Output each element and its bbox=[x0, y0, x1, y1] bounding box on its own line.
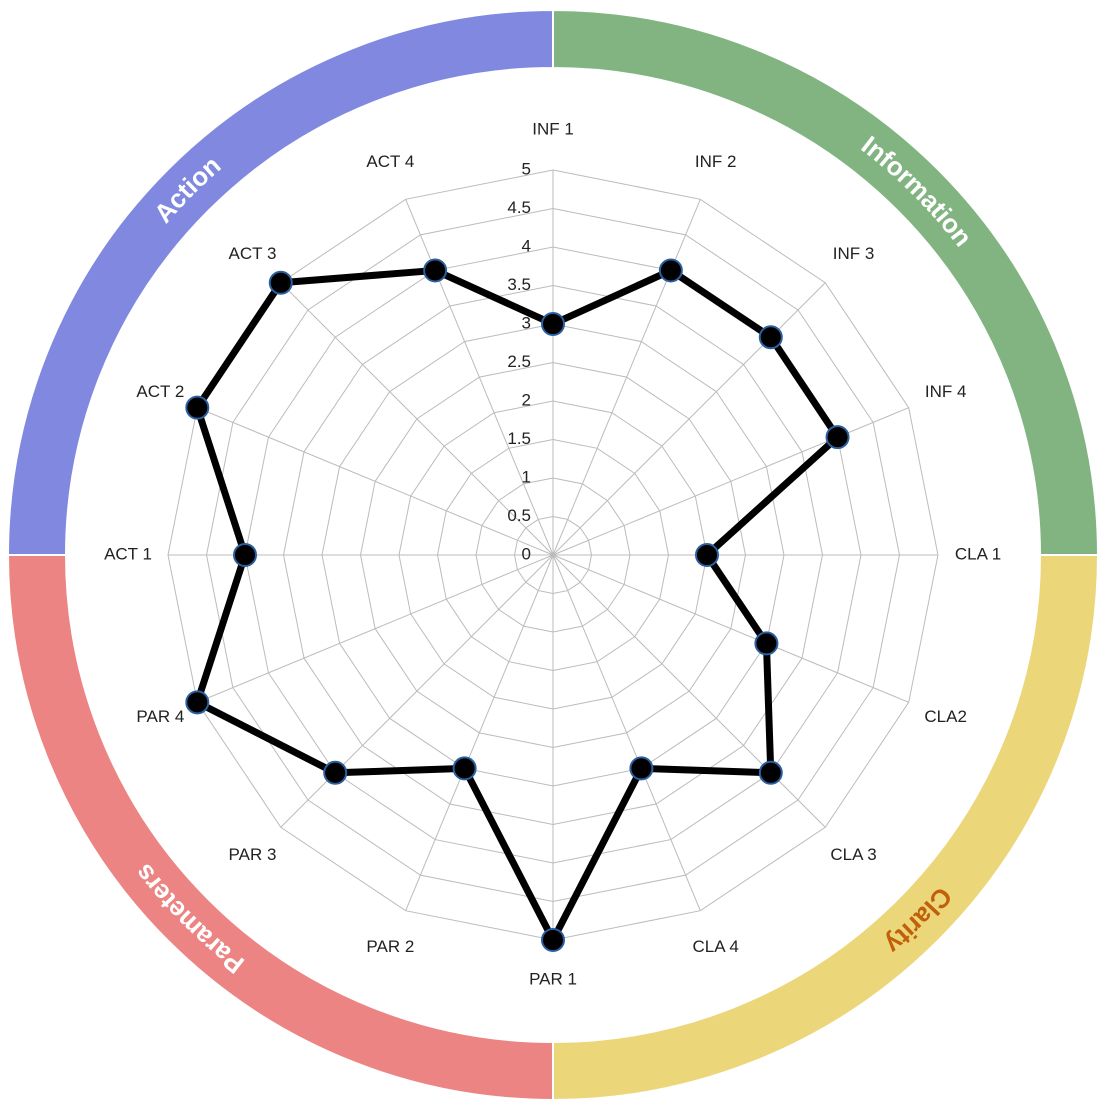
category-label: INF 2 bbox=[695, 152, 737, 171]
category-label: INF 4 bbox=[925, 382, 967, 401]
data-point bbox=[629, 756, 654, 781]
category-label: CLA2 bbox=[924, 707, 967, 726]
spoke bbox=[280, 282, 554, 556]
spoke bbox=[552, 554, 701, 911]
r-tick-label: 0 bbox=[522, 544, 531, 563]
category-label: PAR 3 bbox=[229, 845, 277, 864]
ring-segment bbox=[6, 8, 554, 556]
r-tick-label: 2.5 bbox=[507, 352, 531, 371]
data-point bbox=[695, 543, 719, 567]
spoke bbox=[197, 554, 554, 703]
r-tick-label: 4.5 bbox=[507, 198, 531, 217]
spoke bbox=[197, 407, 554, 556]
category-label: ACT 3 bbox=[229, 244, 277, 263]
data-point bbox=[185, 395, 210, 420]
data-point bbox=[658, 258, 683, 283]
r-tick-label: 5 bbox=[522, 159, 531, 178]
ring-label: Information bbox=[856, 130, 978, 252]
data-point bbox=[323, 760, 348, 785]
data-point bbox=[233, 543, 257, 567]
spoke bbox=[552, 554, 909, 703]
data-point bbox=[541, 928, 565, 952]
data-point bbox=[758, 760, 783, 785]
spoke bbox=[280, 554, 554, 828]
r-tick-label: 1.5 bbox=[507, 429, 531, 448]
category-label: CLA 3 bbox=[830, 845, 876, 864]
data-point bbox=[754, 631, 779, 656]
r-tick-label: 3.5 bbox=[507, 275, 531, 294]
category-label: INF 1 bbox=[532, 119, 574, 138]
spoke bbox=[405, 554, 554, 911]
spoke bbox=[405, 199, 554, 556]
category-label: PAR 2 bbox=[366, 937, 414, 956]
data-point bbox=[541, 312, 565, 336]
category-label: CLA 1 bbox=[955, 544, 1001, 563]
data-point bbox=[825, 425, 850, 450]
data-point bbox=[758, 325, 783, 350]
spoke bbox=[552, 554, 826, 828]
r-tick-label: 4 bbox=[522, 236, 531, 255]
category-label: ACT 2 bbox=[136, 382, 184, 401]
r-tick-label: 3 bbox=[522, 313, 531, 332]
category-label: INF 3 bbox=[833, 244, 875, 263]
r-tick-label: 2 bbox=[522, 390, 531, 409]
category-label: PAR 4 bbox=[136, 707, 184, 726]
data-point bbox=[452, 756, 477, 781]
category-label: CLA 4 bbox=[692, 937, 738, 956]
spoke bbox=[552, 407, 909, 556]
spoke bbox=[552, 282, 826, 556]
category-label: PAR 1 bbox=[529, 969, 577, 988]
r-tick-label: 0.5 bbox=[507, 506, 531, 525]
r-tick-label: 1 bbox=[522, 467, 531, 486]
category-label: ACT 1 bbox=[104, 544, 152, 563]
category-label: ACT 4 bbox=[366, 152, 414, 171]
data-point bbox=[268, 270, 293, 295]
data-point bbox=[185, 690, 210, 715]
ring-label-text: Information bbox=[856, 130, 978, 252]
spoke bbox=[552, 199, 701, 556]
data-point bbox=[423, 258, 448, 283]
